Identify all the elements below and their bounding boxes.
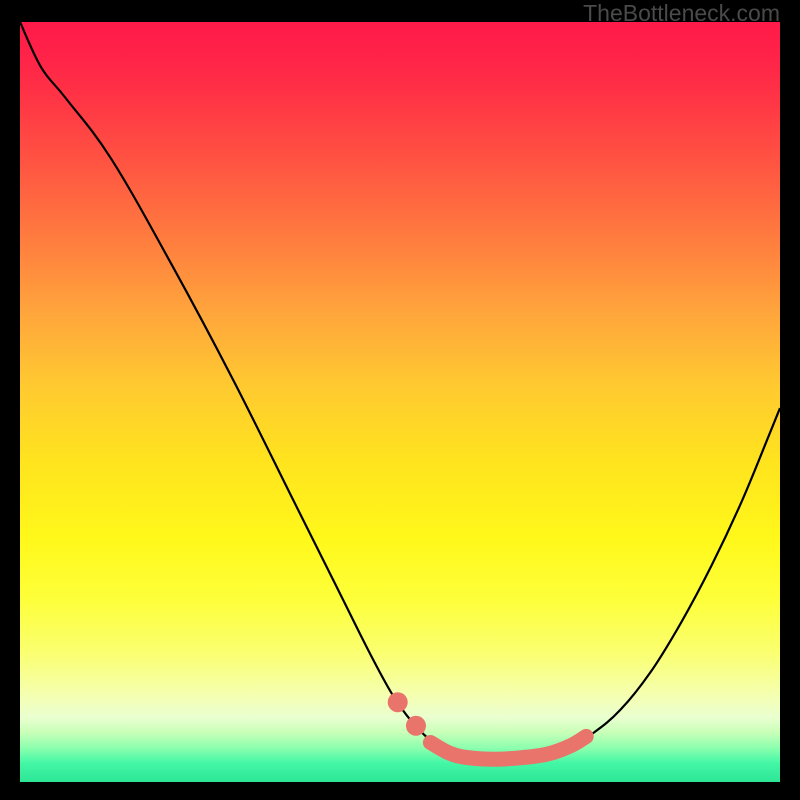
chart-stage: TheBottleneck.com [0, 0, 800, 800]
watermark-text: TheBottleneck.com [583, 0, 780, 27]
plot-area [20, 22, 780, 782]
highlight-segment [430, 736, 586, 759]
highlight-marker [388, 692, 408, 712]
bottleneck-curve [20, 22, 780, 782]
curve-path [20, 22, 780, 759]
highlight-marker [406, 716, 426, 736]
